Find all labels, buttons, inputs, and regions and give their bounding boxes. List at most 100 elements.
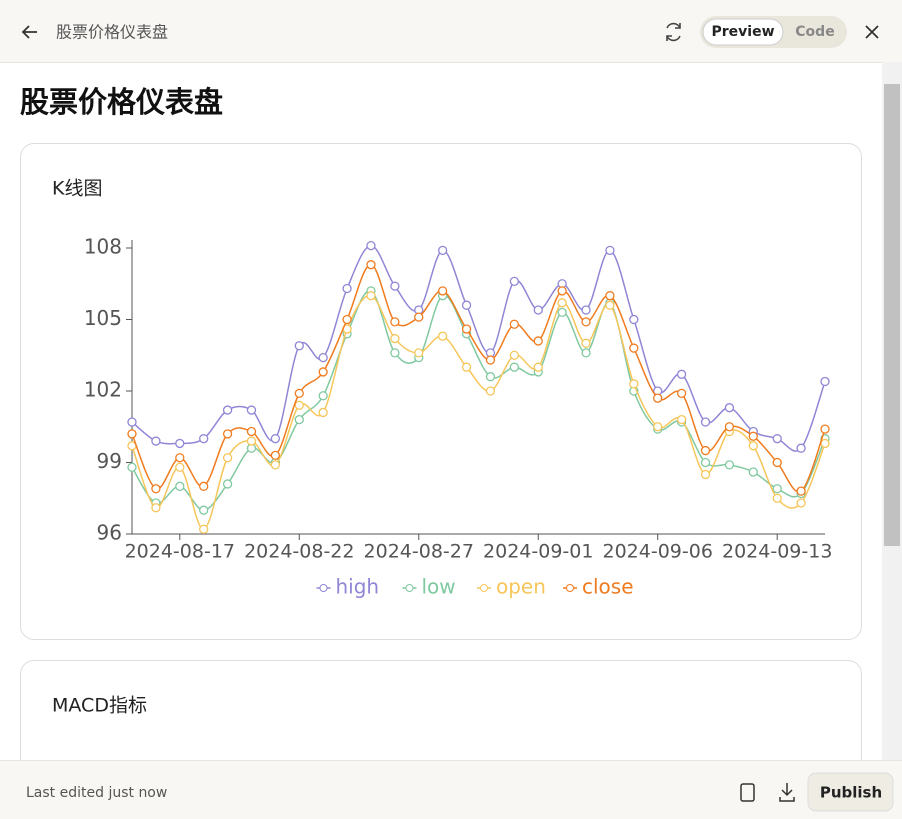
data-point <box>557 307 567 318</box>
data-point <box>222 479 233 489</box>
status: Last edited just now <box>26 785 167 801</box>
data-point <box>222 453 233 463</box>
data-point <box>342 314 352 325</box>
data-point <box>270 460 281 470</box>
data-point <box>175 438 185 449</box>
data-point <box>175 462 185 472</box>
content: 股票价格仪表盘 K线图 MACD指标 96 99 102 105 108 2024-08-… <box>20 85 832 717</box>
data-point <box>581 305 591 315</box>
x-tick-label: 2024-08-22 <box>244 541 354 563</box>
data-point <box>581 317 591 327</box>
scroll-thumb[interactable] <box>884 84 900 546</box>
data-point <box>175 481 185 491</box>
data-point <box>629 343 639 353</box>
legend-label: high <box>336 575 380 599</box>
data-point <box>246 405 257 415</box>
y-tick-label: 96 <box>97 521 122 545</box>
data-point <box>318 407 328 418</box>
macd-title: MACD指标 <box>52 695 147 717</box>
data-point <box>294 400 304 410</box>
legend-marker <box>480 584 488 592</box>
data-point <box>820 424 830 434</box>
data-point <box>438 286 448 296</box>
data-point <box>461 300 472 310</box>
series-line <box>131 290 826 511</box>
data-point <box>151 503 161 513</box>
data-point <box>199 481 209 491</box>
data-point <box>390 348 400 358</box>
close-button[interactable] <box>865 25 879 39</box>
data-point <box>294 388 304 399</box>
download-button[interactable] <box>779 783 795 802</box>
y-tick-label: 108 <box>84 235 122 259</box>
data-point <box>461 362 472 372</box>
data-point <box>676 369 687 379</box>
data-point <box>533 336 543 346</box>
data-point <box>748 467 758 477</box>
data-point <box>222 405 233 415</box>
publish-button[interactable] <box>807 772 894 812</box>
legend-marker <box>566 584 574 592</box>
data-point <box>605 245 615 256</box>
x-tick-label: 2024-09-01 <box>483 541 593 563</box>
data-point <box>724 403 735 413</box>
data-point <box>294 341 304 351</box>
data-point <box>700 445 711 456</box>
code-tab[interactable]: Code <box>795 24 834 40</box>
data-point <box>318 391 328 401</box>
footer-bar: Last edited just now Publish <box>26 772 894 812</box>
data-point <box>581 348 591 358</box>
y-tick-label: 99 <box>97 449 122 473</box>
header-icons: 股票价格仪表盘 Preview Code <box>21 16 879 48</box>
data-point <box>175 453 185 463</box>
data-point <box>318 367 328 377</box>
data-point <box>700 469 711 480</box>
data-point <box>366 240 376 251</box>
chart-card <box>20 143 862 640</box>
data-point <box>390 281 400 291</box>
series-line <box>131 263 826 493</box>
legend-marker <box>319 584 328 592</box>
publish-label[interactable]: Publish <box>820 784 882 802</box>
data-point <box>199 505 209 515</box>
data-point <box>772 434 782 444</box>
data-point <box>653 393 663 403</box>
data-point <box>509 276 519 287</box>
data-point <box>222 429 233 439</box>
data-point <box>485 372 496 382</box>
legend-marker <box>405 584 414 592</box>
header-title: 股票价格仪表盘 <box>56 23 168 42</box>
data-point <box>557 286 567 296</box>
data-point <box>414 348 424 358</box>
page-title: 股票价格仪表盘 <box>20 85 223 119</box>
data-point <box>390 333 400 344</box>
x-tick-label: 2024-08-17 <box>125 541 235 563</box>
data-point <box>700 457 711 468</box>
data-point <box>796 498 806 508</box>
data-point <box>605 291 615 301</box>
data-point <box>390 317 400 327</box>
legend-label: open <box>496 575 546 599</box>
data-point <box>772 493 782 503</box>
data-point <box>270 434 281 444</box>
data-point <box>270 450 281 461</box>
data-point <box>724 422 735 432</box>
data-point <box>653 422 663 432</box>
data-point <box>151 484 161 494</box>
refresh-button[interactable] <box>666 22 681 42</box>
data-point <box>629 379 639 389</box>
data-point <box>820 376 830 387</box>
data-point <box>509 362 519 372</box>
data-point <box>318 352 328 363</box>
data-point <box>820 438 830 449</box>
data-point <box>414 312 424 322</box>
data-point <box>533 362 543 372</box>
preview-tab[interactable] <box>702 18 784 46</box>
y-tick-label: 102 <box>84 378 122 402</box>
copy-button[interactable] <box>740 783 755 802</box>
back-button[interactable] <box>21 25 37 39</box>
preview-label[interactable]: Preview <box>711 24 774 40</box>
data-point <box>748 441 758 451</box>
data-point <box>461 324 472 334</box>
